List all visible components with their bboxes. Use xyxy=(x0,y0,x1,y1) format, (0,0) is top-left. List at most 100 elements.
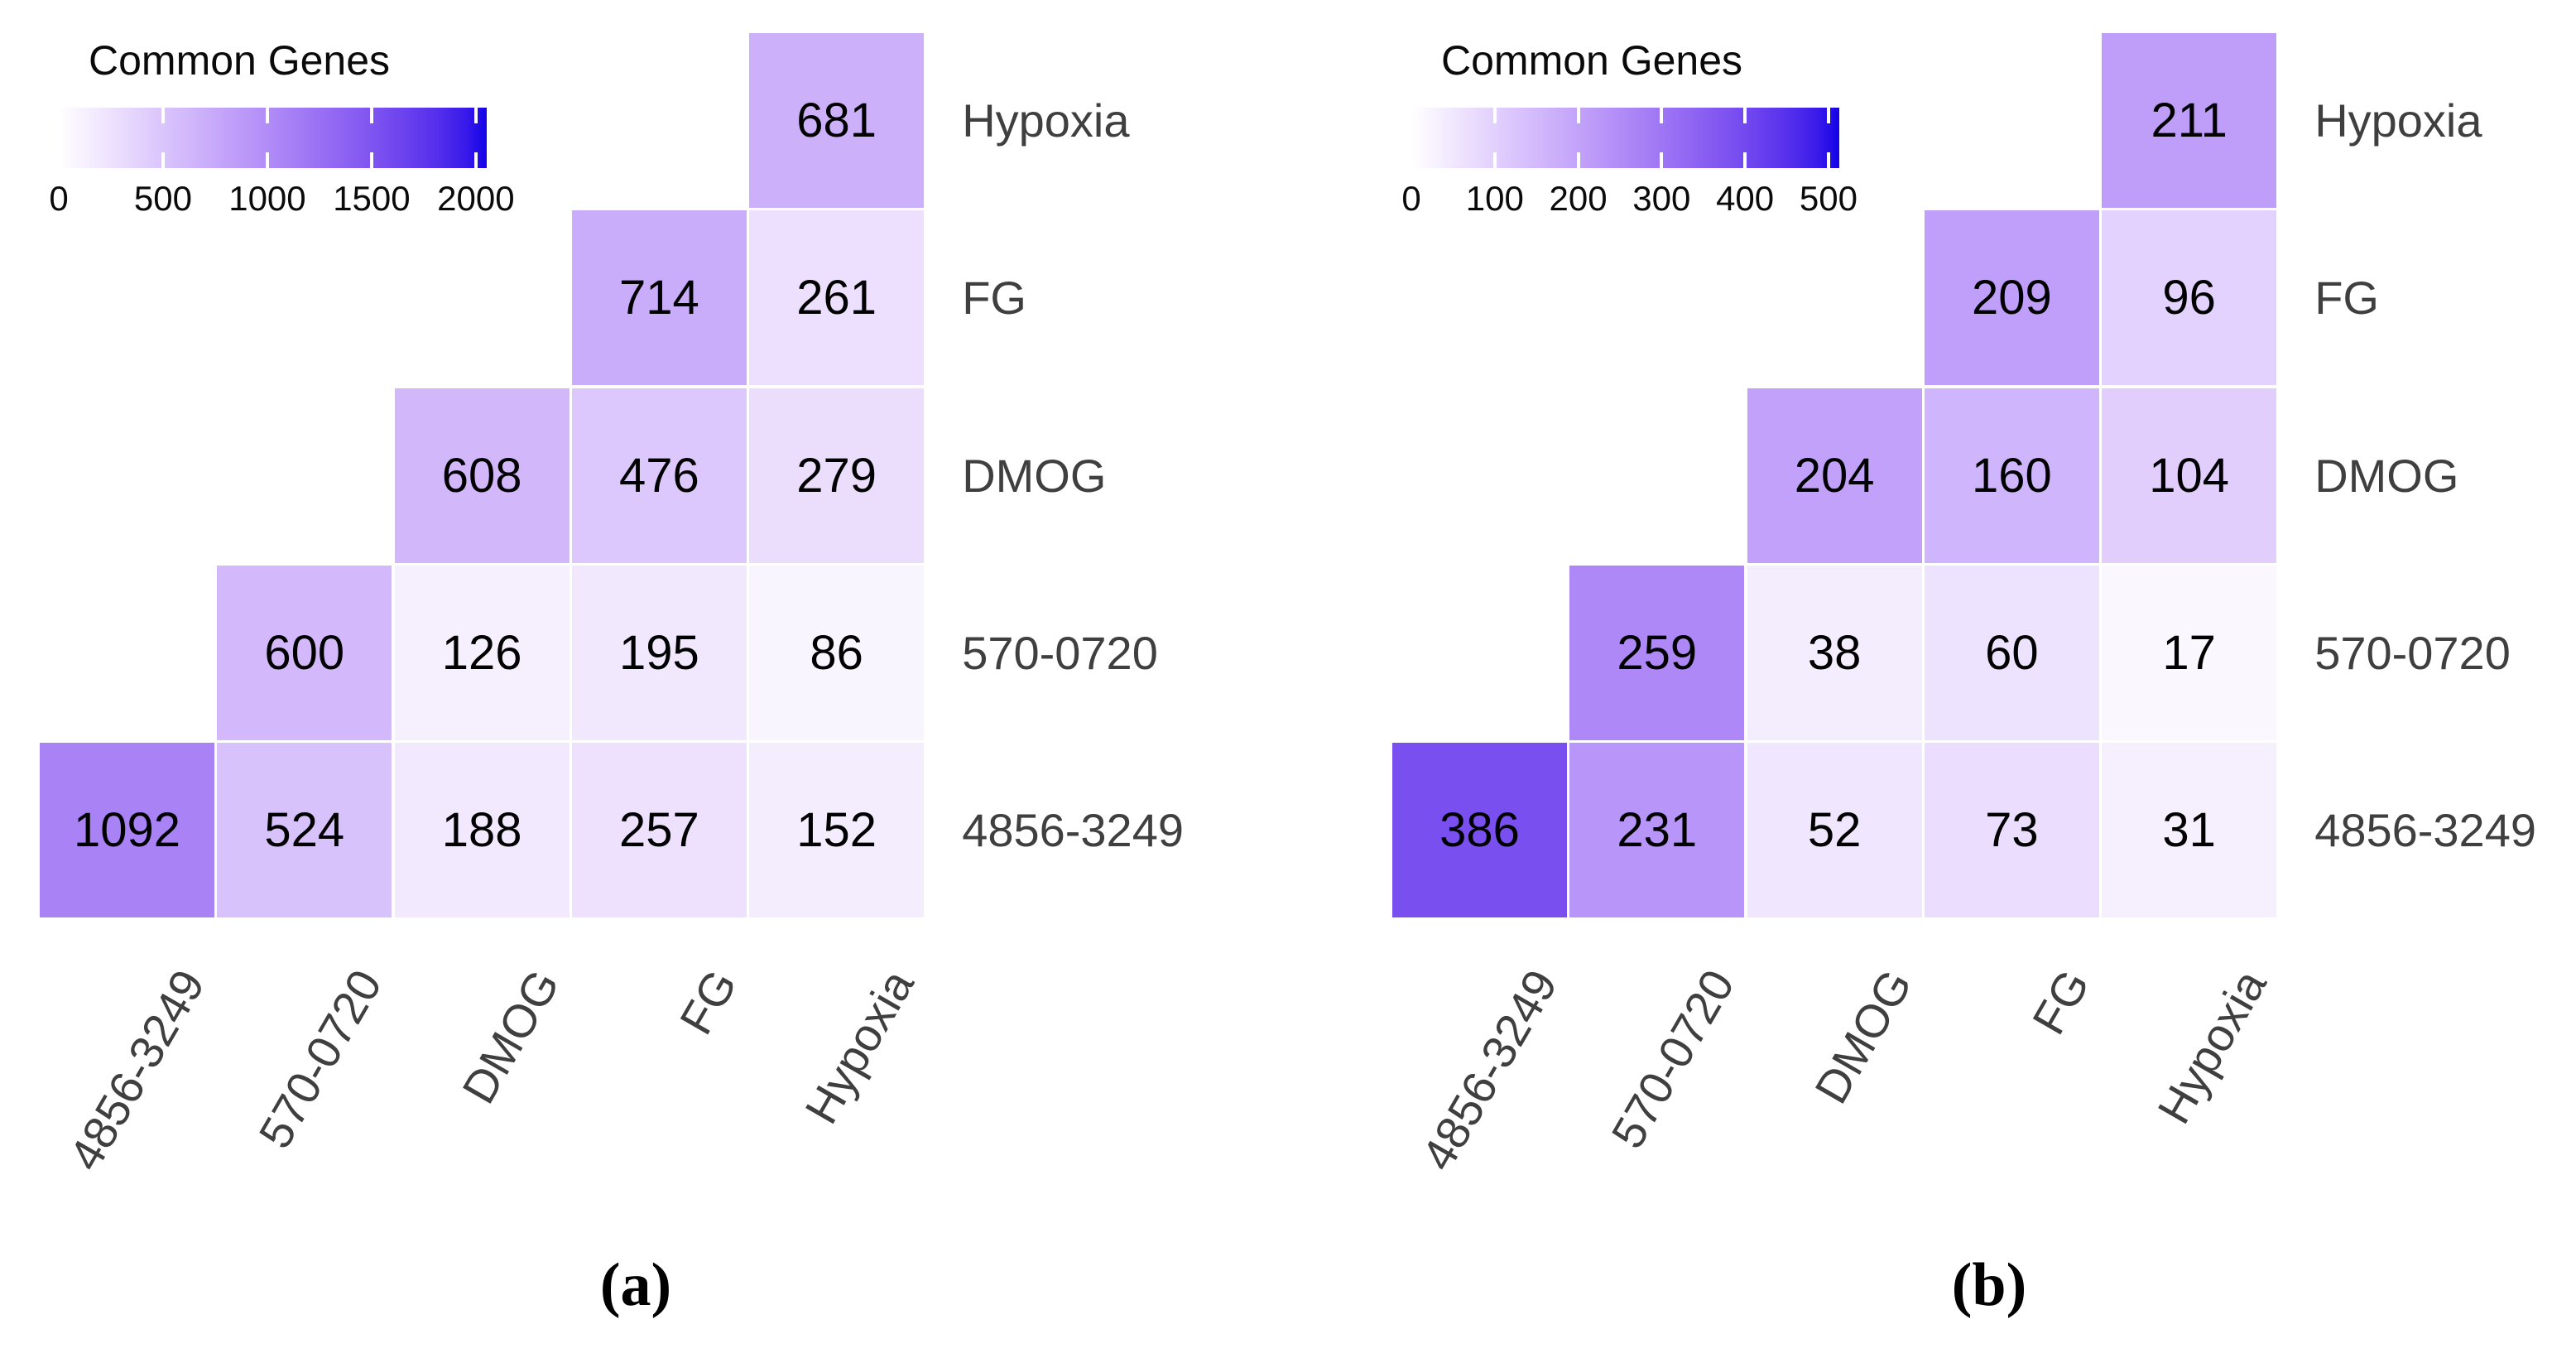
legend-tick-mark xyxy=(1826,152,1830,168)
heatmap-cell: 152 xyxy=(749,743,925,918)
legend-title: Common Genes xyxy=(1441,37,1743,84)
legend-tick-label: 1000 xyxy=(228,179,306,218)
legend-tick-mark xyxy=(473,108,478,123)
panel-caption: (a) xyxy=(599,1251,672,1319)
cell-value: 231 xyxy=(1617,803,1698,858)
cell-value: 608 xyxy=(441,448,522,503)
heatmap-cell: 714 xyxy=(571,210,747,386)
y-axis-label: DMOG xyxy=(962,449,1107,502)
cell-value: 681 xyxy=(796,94,877,147)
cell-value: 38 xyxy=(1807,625,1862,680)
heatmap-cell: 681 xyxy=(749,33,925,208)
legend-colorbar xyxy=(59,108,487,168)
heatmap-cell: 86 xyxy=(749,565,925,740)
heatmap-cell: 60 xyxy=(1924,565,2099,740)
cell-value: 96 xyxy=(2162,271,2216,325)
heatmap-cell: 257 xyxy=(571,743,747,918)
heatmap-cell: 188 xyxy=(394,743,570,918)
x-axis-label: 570-0720 xyxy=(248,961,392,1157)
cell-value: 600 xyxy=(264,625,345,680)
heatmap-cell: 261 xyxy=(749,210,925,386)
panel-caption: (b) xyxy=(1951,1251,2027,1319)
legend-tick-label: 1500 xyxy=(333,179,411,218)
legend-tick-label: 0 xyxy=(1401,179,1421,218)
x-axis-label: DMOG xyxy=(1804,961,1922,1112)
cell-value: 86 xyxy=(810,625,863,680)
y-axis-label: Hypoxia xyxy=(2314,94,2482,147)
heatmap-cell: 386 xyxy=(1392,743,1567,918)
y-axis-label: FG xyxy=(2314,272,2379,325)
x-axis-label: DMOG xyxy=(451,961,570,1112)
legend-tick-label: 400 xyxy=(1716,179,1775,218)
heatmap-cell: 279 xyxy=(749,388,925,563)
cell-value: 279 xyxy=(796,448,877,503)
heatmap-cell: 52 xyxy=(1747,743,1922,918)
cell-value: 31 xyxy=(2162,803,2216,858)
cell-value: 209 xyxy=(1972,271,2052,325)
legend-tick-label: 100 xyxy=(1465,179,1524,218)
legend-tick-label: 300 xyxy=(1632,179,1691,218)
legend-tick-mark xyxy=(1743,108,1747,123)
legend-tick-label: 200 xyxy=(1549,179,1608,218)
legend-tick-mark xyxy=(1492,152,1497,168)
heatmap-cell: 195 xyxy=(571,565,747,740)
heatmap-cell: 476 xyxy=(571,388,747,563)
x-axis-label: 4856-3249 xyxy=(58,961,214,1179)
legend-tick-mark xyxy=(1492,108,1497,123)
heatmap-cell: 600 xyxy=(217,565,392,740)
y-axis-label: 4856-3249 xyxy=(2314,804,2536,857)
legend-tick-label: 0 xyxy=(49,179,69,218)
cell-value: 204 xyxy=(1794,448,1875,503)
heatmap-cell: 160 xyxy=(1924,388,2099,563)
heatmap-cell: 73 xyxy=(1924,743,2099,918)
legend-tick-mark xyxy=(369,108,373,123)
heatmap-cell: 231 xyxy=(1569,743,1745,918)
heatmap-cell: 204 xyxy=(1747,388,1922,563)
cell-value: 52 xyxy=(1807,803,1862,858)
heatmap-cell: 524 xyxy=(217,743,392,918)
legend-tick-mark xyxy=(1660,152,1664,168)
legend-tick-mark xyxy=(1576,108,1580,123)
cell-value: 714 xyxy=(619,271,699,325)
y-axis-label: 4856-3249 xyxy=(962,804,1184,857)
heatmap-cell: 1092 xyxy=(40,743,214,918)
x-axis-label: Hypoxia xyxy=(2147,961,2277,1133)
heatmap-cell: 209 xyxy=(1924,210,2099,386)
y-axis-label: 570-0720 xyxy=(2314,626,2511,679)
y-axis-label: 570-0720 xyxy=(962,626,1158,679)
x-axis-label: 4856-3249 xyxy=(1411,961,1567,1179)
y-axis-label: DMOG xyxy=(2314,449,2459,502)
legend-tick-mark xyxy=(1826,108,1830,123)
heatmap-cell: 104 xyxy=(2102,388,2277,563)
heatmap-cell: 126 xyxy=(394,565,570,740)
heatmap-cell: 17 xyxy=(2102,565,2277,740)
legend-colorbar xyxy=(1411,108,1839,168)
legend-tick-mark xyxy=(161,152,165,168)
cell-value: 73 xyxy=(1985,803,2039,858)
cell-value: 211 xyxy=(2151,94,2228,147)
legend-tick-label: 2000 xyxy=(437,179,515,218)
cell-value: 259 xyxy=(1617,625,1698,680)
legend-tick-mark xyxy=(369,152,373,168)
cell-value: 160 xyxy=(1972,448,2052,503)
x-axis-label: FG xyxy=(2021,961,2099,1043)
cell-value: 17 xyxy=(2162,625,2216,680)
cell-value: 104 xyxy=(2149,448,2230,503)
y-axis-label: Hypoxia xyxy=(962,94,1130,147)
heatmap-cell: 38 xyxy=(1747,565,1922,740)
heatmap-cell: 211 xyxy=(2102,33,2277,208)
cell-value: 261 xyxy=(796,271,877,325)
x-axis-label: Hypoxia xyxy=(795,961,925,1133)
heatmap-cell: 96 xyxy=(2102,210,2277,386)
cell-value: 126 xyxy=(441,625,522,680)
legend-tick-mark xyxy=(265,152,269,168)
cell-value: 195 xyxy=(619,625,699,680)
legend-tick-label: 500 xyxy=(1799,179,1858,218)
heatmap-cell: 31 xyxy=(2102,743,2277,918)
cell-value: 188 xyxy=(441,803,522,858)
cell-value: 476 xyxy=(619,448,699,503)
cell-value: 524 xyxy=(264,803,345,858)
x-axis-label: FG xyxy=(669,961,747,1043)
cell-value: 60 xyxy=(1985,625,2039,680)
